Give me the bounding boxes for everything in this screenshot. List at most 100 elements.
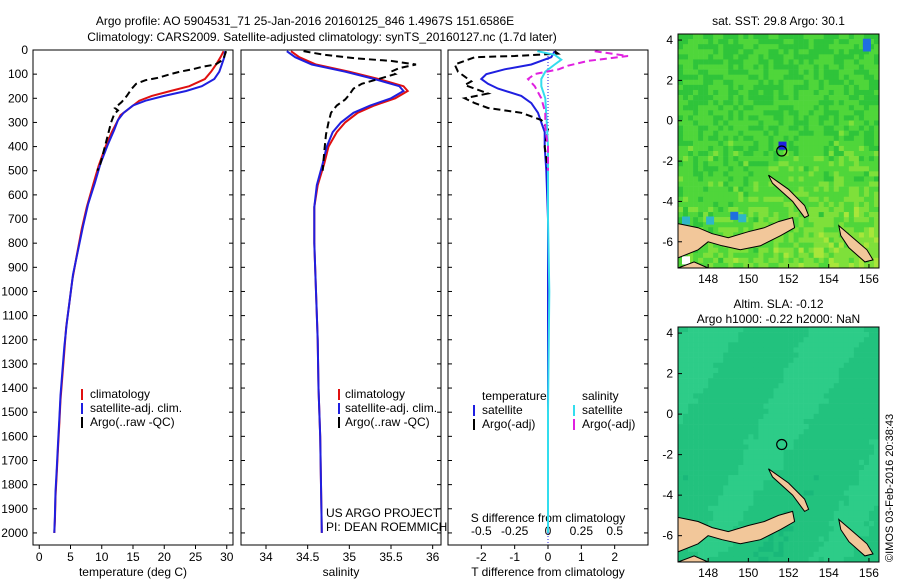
heatmap-cell [678,79,684,86]
heatmap-cell [778,464,784,471]
heatmap-cell [718,34,724,40]
heatmap-cell [773,454,779,461]
heatmap-cell [713,120,719,126]
heatmap-cell [793,403,799,410]
heatmap-cell [873,434,880,440]
heatmap-cell [818,439,825,445]
heatmap-cell [693,352,699,358]
heatmap-cell [733,171,739,177]
heatmap-cell [798,100,804,106]
heatmap-cell [793,505,799,512]
heatmap-cell [728,393,734,399]
heatmap-cell [698,100,704,106]
heatmap-cell [833,34,840,40]
heatmap-cell [773,176,779,182]
heatmap-cell [733,470,739,476]
heatmap-cell [758,196,764,203]
heatmap-cell [693,201,699,208]
heatmap-cell [833,176,840,182]
heatmap-cell [698,166,704,172]
heatmap-cell [828,357,835,364]
heatmap-cell [843,79,850,86]
heatmap-cell [843,115,850,121]
heatmap-cell [828,156,835,162]
heatmap-cell [823,413,830,420]
heatmap-cell [768,454,774,461]
heatmap-cell [838,242,845,248]
heatmap-cell [713,327,719,333]
heatmap-cell [798,110,804,116]
heatmap-cell [868,69,875,75]
heatmap-cell [693,495,699,501]
heatmap-cell [863,413,870,420]
heatmap-cell [843,347,850,353]
heatmap-cell [778,262,784,269]
heatmap-cell [723,262,729,269]
heatmap-cell [788,362,794,369]
heatmap-cell [703,105,709,111]
heatmap-cell [693,206,699,213]
heatmap-cell [743,252,749,259]
heatmap-cell [713,372,719,379]
heatmap-cell [838,130,845,137]
heatmap-cell [863,64,870,70]
heatmap-cell [693,408,699,415]
heatmap-cell [678,454,684,461]
heatmap-cell [773,362,779,369]
heatmap-cell [858,151,865,157]
heatmap-cell [708,156,714,162]
depth-tick-label: 1700 [1,453,28,467]
heatmap-cell [728,403,734,410]
heatmap-cell [743,439,749,445]
heatmap-cell [858,135,865,142]
heatmap-cell [813,372,819,379]
heatmap-cell [738,74,744,81]
heatmap-cell [708,145,714,152]
legend-label: satellite [482,403,523,417]
depth-tick-label: 1900 [1,502,28,516]
heatmap-cell [768,54,774,60]
heatmap-cell [728,44,734,50]
heatmap-cell [753,161,759,167]
heatmap-cell [868,54,875,60]
heatmap-cell [708,49,714,55]
heatmap-cell [703,383,709,389]
heatmap-cell [743,74,749,81]
heatmap-cell [773,505,779,512]
heatmap-cell [678,156,684,162]
heatmap-cell [818,480,825,486]
heatmap-cell [708,44,714,50]
heatmap-cell [688,161,694,167]
heatmap-cell [788,247,794,254]
heatmap-cell [813,201,819,208]
heatmap-cell [718,546,724,553]
heatmap-cell [733,352,739,358]
heatmap-cell [773,418,779,425]
heatmap-cell [808,342,814,348]
heatmap-cell [706,216,715,225]
heatmap-cell [748,262,754,269]
heatmap-cell [843,74,850,81]
heatmap-cell [773,201,779,208]
heatmap-cell [778,408,784,415]
heatmap-cell [773,212,779,218]
heatmap-cell [723,551,729,558]
heatmap-cell [753,388,759,394]
heatmap-cell [853,130,860,137]
heatmap-cell [758,44,764,50]
heatmap-cell [793,39,799,45]
heatmap-cell [738,140,744,147]
heatmap-cell [703,206,709,213]
heatmap-cell [793,262,799,269]
heatmap-cell [783,464,789,471]
heatmap-cell [778,105,784,111]
heatmap-cell [708,247,714,254]
heatmap-cell [873,362,880,369]
heatmap-cell [793,398,799,404]
heatmap-cell [758,74,764,81]
heatmap-cell [843,95,850,101]
heatmap-cell [853,105,860,111]
heatmap-cell [828,439,835,445]
heatmap-cell [853,393,860,399]
heatmap-cell [738,151,744,157]
